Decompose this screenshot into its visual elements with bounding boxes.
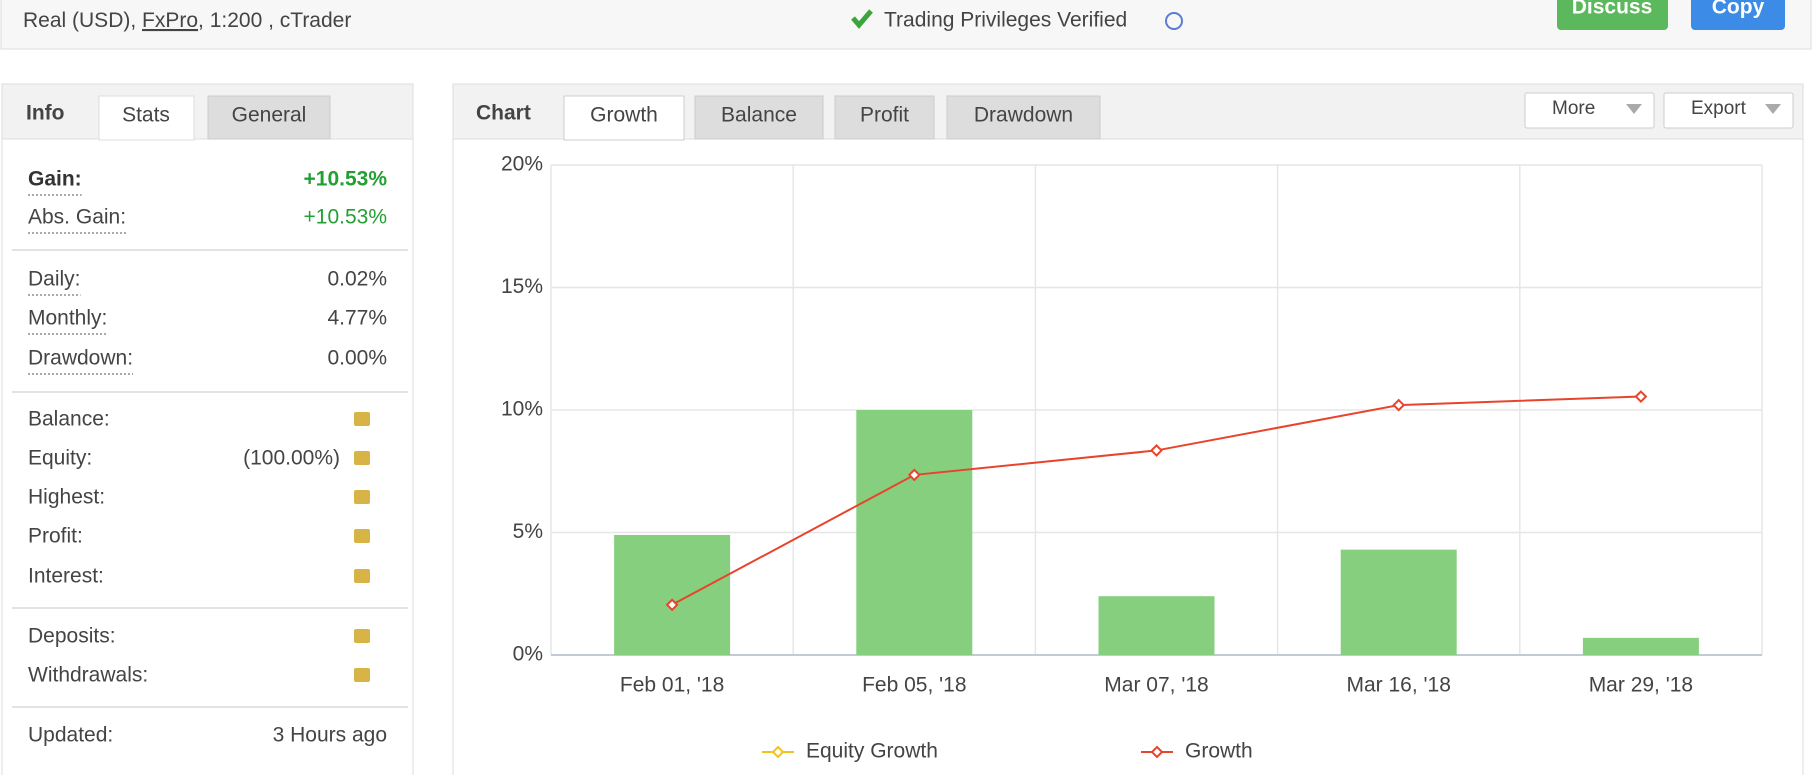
chart-tab[interactable]: Balance <box>721 104 797 127</box>
y-tick-label: 0% <box>513 643 543 666</box>
chart-panel <box>452 83 1804 780</box>
bar <box>1340 549 1457 655</box>
general-tab-bg[interactable] <box>207 95 331 140</box>
row-label: Profit: <box>28 525 83 548</box>
menu-arrow <box>1765 104 1781 114</box>
chart-tab-bg[interactable] <box>563 95 685 141</box>
chart-tab-bg[interactable] <box>946 95 1101 140</box>
menu-button[interactable] <box>1663 92 1794 129</box>
verified-text: Trading Privileges Verified <box>884 9 1127 32</box>
copy-label[interactable]: Copy <box>1712 0 1765 19</box>
lock-icon <box>354 668 370 682</box>
x-tick-label: Feb 05, '18 <box>862 674 966 697</box>
lock-icon <box>354 490 370 504</box>
row-label: Abs. Gain: <box>28 206 126 229</box>
bar <box>1098 596 1215 655</box>
row-label: Drawdown: <box>28 347 133 370</box>
row-label: Updated: <box>28 724 113 747</box>
acct-a: Real (USD), <box>23 9 142 32</box>
stats-tab[interactable]: Stats <box>122 104 170 127</box>
row-value: 0.02% <box>327 268 387 291</box>
row-value: 0.00% <box>327 347 387 370</box>
point <box>1150 444 1163 457</box>
chart-tab[interactable]: Profit <box>860 104 909 127</box>
discuss-label[interactable]: Discuss <box>1572 0 1653 19</box>
legend-marker <box>1150 745 1164 759</box>
info-tab[interactable]: Info <box>26 102 64 125</box>
y-tick-label: 5% <box>513 520 543 543</box>
legend-label[interactable]: Growth <box>1185 740 1253 763</box>
y-tick-label: 10% <box>501 398 543 421</box>
point <box>1392 398 1406 412</box>
bar <box>1582 637 1699 655</box>
bar <box>856 410 973 655</box>
broker-link[interactable]: FxPro <box>142 9 198 32</box>
row-label: Balance: <box>28 408 110 431</box>
legend-label[interactable]: Equity Growth <box>806 740 938 763</box>
help-icon[interactable] <box>1165 12 1183 30</box>
general-tab[interactable]: General <box>232 104 307 127</box>
chart-tab[interactable]: Growth <box>590 104 658 127</box>
y-tick-label: 15% <box>501 275 543 298</box>
row-label: Daily: <box>28 268 81 291</box>
lock-icon <box>354 412 370 426</box>
row-label: Gain: <box>28 168 82 191</box>
discuss-button[interactable] <box>1557 0 1668 30</box>
x-tick-label: Feb 01, '18 <box>620 674 724 697</box>
row-label: Equity: <box>28 447 92 470</box>
info-panel <box>1 83 414 780</box>
row-label: Highest: <box>28 486 105 509</box>
row-label: Withdrawals: <box>28 664 148 687</box>
menu-button[interactable] <box>1524 92 1655 129</box>
row-value: (100.00%) <box>243 447 340 470</box>
point <box>907 468 921 482</box>
x-tick-label: Mar 16, '18 <box>1346 674 1450 697</box>
acct-c: , 1:200 , cTrader <box>198 9 351 32</box>
copy-button[interactable] <box>1691 0 1785 30</box>
menu-label[interactable]: Export <box>1691 98 1747 119</box>
row-value: 3 Hours ago <box>273 724 387 747</box>
lock-icon <box>354 569 370 583</box>
menu-arrow <box>1626 104 1642 114</box>
row-label: Interest: <box>28 565 104 588</box>
x-tick-label: Mar 07, '18 <box>1104 674 1208 697</box>
row-label: Deposits: <box>28 625 116 648</box>
lock-icon <box>354 529 370 543</box>
row-value: +10.53% <box>304 168 388 191</box>
chart-tab-bg[interactable] <box>834 95 935 140</box>
point <box>665 598 679 612</box>
point <box>1634 390 1648 403</box>
menu-label[interactable]: More <box>1552 98 1595 119</box>
row-value: 4.77% <box>327 307 387 330</box>
chart-title: Chart <box>476 102 531 125</box>
bar <box>614 534 731 655</box>
y-tick-label: 20% <box>501 153 543 176</box>
stats-tab-bg[interactable] <box>98 95 195 141</box>
lock-icon <box>354 629 370 643</box>
x-tick-label: Mar 29, '18 <box>1589 674 1693 697</box>
header-box <box>0 0 1812 50</box>
account-info: Real (USD), FxPro, 1:200 , cTrader <box>23 9 351 32</box>
check-icon <box>851 9 873 29</box>
lock-icon <box>354 451 370 465</box>
legend-marker <box>771 745 785 759</box>
chart-tab[interactable]: Drawdown <box>974 104 1073 127</box>
chart-tab-bg[interactable] <box>694 95 824 140</box>
row-label: Monthly: <box>28 307 107 330</box>
row-value: +10.53% <box>304 206 388 229</box>
